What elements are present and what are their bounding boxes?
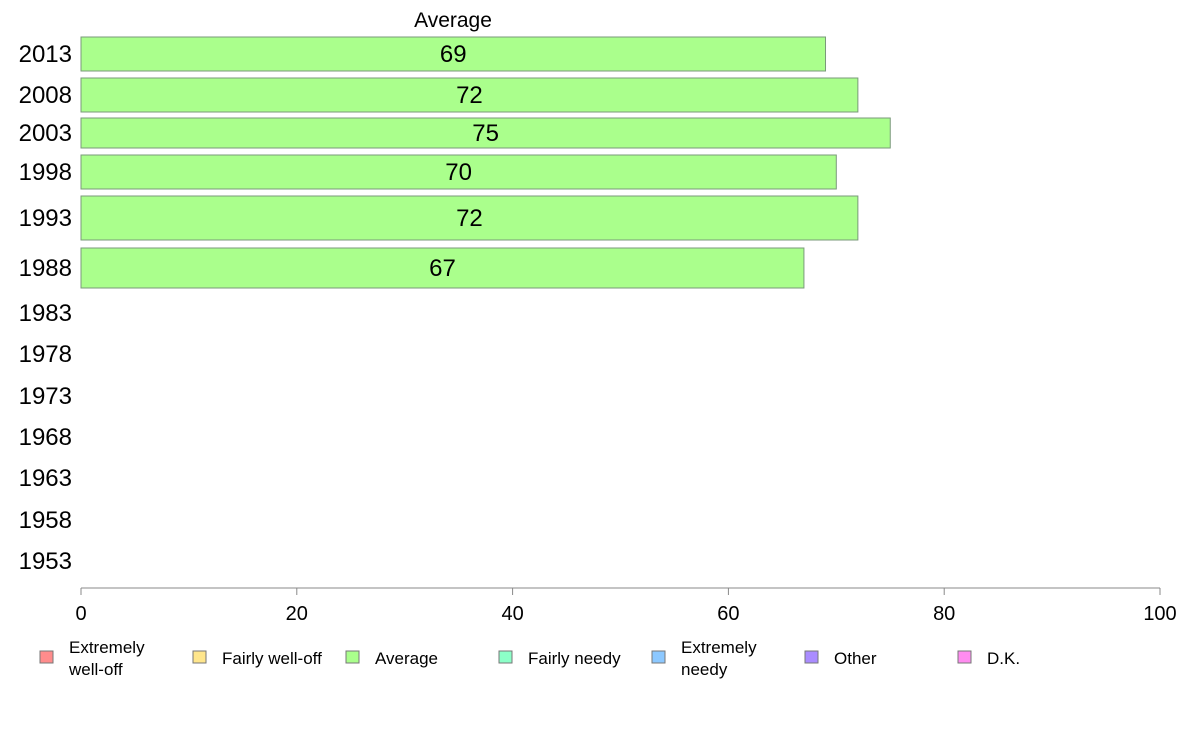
legend-label-extremely-needy-line2: needy [681, 660, 728, 679]
x-tick-label-100: 100 [1143, 603, 1176, 625]
year-label-2003: 2003 [19, 120, 72, 147]
year-label-1973: 1973 [19, 383, 72, 410]
bar-2013 [80, 36, 827, 72]
legend-label-fairly-needy: Fairly needy [528, 649, 621, 668]
value-label-1988: 67 [429, 255, 456, 282]
bar-1993 [80, 195, 859, 241]
year-labels: 2013 2008 2003 1998 1993 1988 1983 1978 1973 1968… [19, 41, 72, 575]
legend: Extremely well-off Fairly well-off Average F… [39, 638, 1020, 679]
legend-swatch-extremely-well-off [39, 650, 54, 664]
legend-swatch-d-k [957, 650, 972, 664]
legend-label-d-k: D.K. [987, 649, 1020, 668]
x-tick-label-0: 0 [75, 603, 86, 625]
bar-1998 [80, 154, 837, 190]
year-label-1993: 1993 [19, 205, 72, 232]
bar-2003 [80, 117, 891, 149]
value-label-2013: 69 [440, 41, 467, 68]
legend-swatch-extremely-needy [651, 650, 666, 664]
year-label-1968: 1968 [19, 424, 72, 451]
bar-1988 [80, 247, 805, 289]
year-label-2008: 2008 [19, 82, 72, 109]
year-label-1978: 1978 [19, 341, 72, 368]
legend-swatch-other [804, 650, 819, 664]
year-label-1958: 1958 [19, 507, 72, 534]
legend-swatch-average [345, 650, 360, 664]
year-label-1953: 1953 [19, 548, 72, 575]
legend-swatch-fairly-needy [498, 650, 513, 664]
value-label-1993: 72 [456, 205, 483, 232]
legend-label-extremely-needy-line1: Extremely [681, 638, 757, 657]
x-tick-label-60: 60 [717, 603, 739, 625]
bar-2008 [80, 77, 859, 113]
year-label-1963: 1963 [19, 465, 72, 492]
legend-swatch-fairly-well-off [192, 650, 207, 664]
x-tick-label-40: 40 [501, 603, 523, 625]
year-label-1988: 1988 [19, 255, 72, 282]
legend-label-fairly-well-off: Fairly well-off [222, 649, 322, 668]
legend-label-average: Average [375, 649, 438, 668]
year-label-1983: 1983 [19, 300, 72, 327]
legend-label-extremely-well-off-line1: Extremely [69, 638, 145, 657]
year-label-1998: 1998 [19, 159, 72, 186]
x-tick-label-20: 20 [286, 603, 308, 625]
legend-label-other: Other [834, 649, 877, 668]
value-label-1998: 70 [445, 159, 472, 186]
x-tick-label-80: 80 [933, 603, 955, 625]
chart-title: Average [414, 9, 492, 32]
value-label-2003: 75 [472, 120, 499, 147]
legend-label-extremely-well-off-line2: well-off [68, 660, 123, 679]
value-label-2008: 72 [456, 82, 483, 109]
year-label-2013: 2013 [19, 41, 72, 68]
x-axis: 0 20 40 60 80 100 [75, 587, 1177, 625]
